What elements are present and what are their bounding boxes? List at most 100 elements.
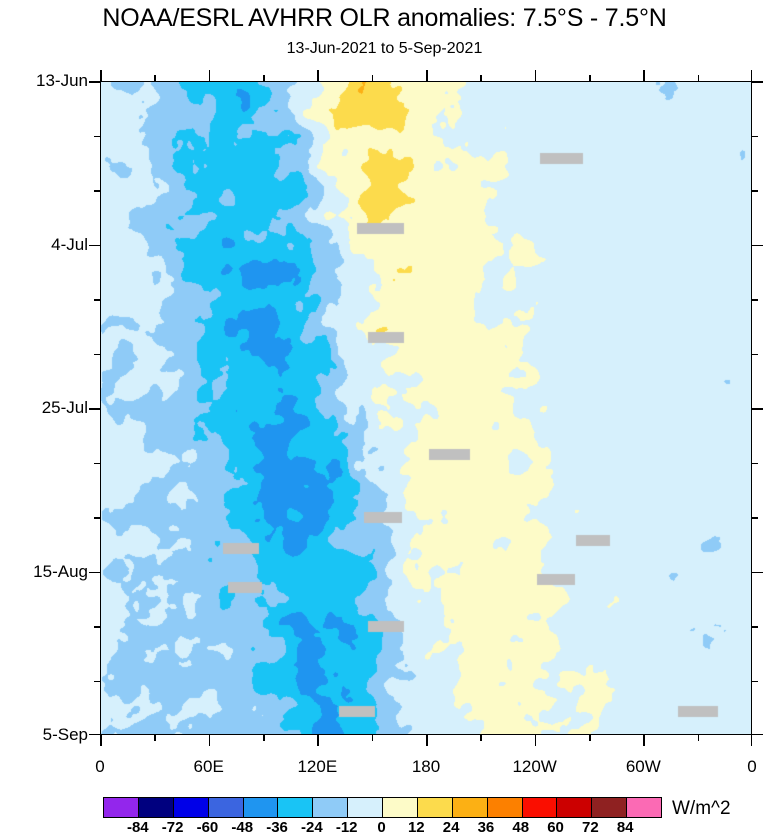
x-axis-tick-label: 180 <box>411 757 441 776</box>
colorbar-tick-label: 12 <box>407 819 425 836</box>
colorbar-tick-label: -48 <box>231 819 254 836</box>
hovmoller-plot <box>100 81 752 735</box>
axis-tick <box>317 735 319 746</box>
axis-tick <box>752 81 763 83</box>
axis-tick <box>643 70 645 81</box>
colorbar-swatch-9 <box>417 798 453 817</box>
axis-tick <box>154 75 156 81</box>
axis-tick <box>480 735 482 741</box>
axis-tick <box>752 626 758 628</box>
axis-tick <box>752 517 758 519</box>
colorbar-swatch-2 <box>173 798 209 817</box>
axis-tick <box>89 733 100 735</box>
axis-tick <box>480 75 482 81</box>
y-axis-tick-label: 4-Jul <box>51 234 88 254</box>
axis-tick <box>94 299 100 301</box>
y-axis-tick-label: 15-Aug <box>33 561 88 581</box>
axis-tick <box>94 135 100 137</box>
colorbar-unit-label: W/m^2 <box>672 798 731 819</box>
axis-tick <box>697 75 700 81</box>
axis-tick <box>371 735 374 741</box>
colorbar-tick-label: -84 <box>126 819 149 836</box>
axis-tick <box>752 408 763 410</box>
axis-tick <box>750 735 752 746</box>
colorbar-swatch-11 <box>487 798 523 817</box>
colorbar-swatch-7 <box>348 798 383 817</box>
colorbar-swatch-0 <box>104 798 139 817</box>
colorbar-tick-label: -72 <box>161 819 184 836</box>
colorbar-tick-label: 72 <box>582 819 599 836</box>
axis-tick <box>94 190 100 192</box>
axis-tick <box>263 75 265 81</box>
axis-tick <box>534 70 537 81</box>
axis-tick <box>100 70 102 81</box>
x-axis-tick-label: 0 <box>95 757 105 776</box>
colorbar-swatch-4 <box>243 798 279 817</box>
axis-tick <box>94 517 100 519</box>
axis-tick <box>643 735 645 746</box>
x-axis-tick-label: 120W <box>512 757 557 776</box>
colorbar-swatch-12 <box>522 798 558 817</box>
axis-tick <box>589 735 591 741</box>
colorbar-tick-label: 48 <box>512 819 530 836</box>
axis-tick <box>317 70 319 81</box>
colorbar-swatch-14 <box>592 798 628 817</box>
colorbar-swatch-15 <box>627 798 661 817</box>
olr-anomaly-field <box>100 81 752 735</box>
colorbar[interactable] <box>103 797 662 818</box>
x-axis-tick-label: 0 <box>747 757 757 776</box>
page-title: NOAA/ESRL AVHRR OLR anomalies: 7.5°S - 7… <box>102 4 667 32</box>
axis-tick <box>89 571 100 573</box>
axis-tick <box>426 70 428 81</box>
axis-tick <box>752 190 758 192</box>
axis-tick <box>750 70 752 81</box>
colorbar-tick-label: -24 <box>301 819 323 836</box>
axis-tick <box>89 408 100 410</box>
axis-tick <box>589 75 591 81</box>
axis-tick <box>534 735 537 746</box>
x-axis-tick-label: 120E <box>297 757 338 776</box>
x-axis-tick-label: 60W <box>625 757 661 776</box>
colorbar-swatch-8 <box>383 798 418 817</box>
axis-tick <box>94 680 100 682</box>
axis-tick <box>752 353 758 355</box>
axis-tick <box>208 735 211 746</box>
axis-tick <box>263 735 265 741</box>
colorbar-tick-label: 36 <box>477 819 495 836</box>
axis-tick <box>89 244 100 246</box>
axis-tick <box>752 462 758 464</box>
axis-tick <box>371 75 374 81</box>
colorbar-swatch-13 <box>557 798 593 817</box>
colorbar-tick-label: -60 <box>196 819 219 836</box>
colorbar-swatch-5 <box>278 798 314 817</box>
colorbar-tick-label: 84 <box>616 819 634 836</box>
colorbar-tick-label: 24 <box>442 819 460 836</box>
colorbar-tick-label: -36 <box>266 819 288 836</box>
axis-tick <box>94 462 100 464</box>
colorbar-tick-label: 60 <box>547 819 564 836</box>
axis-tick <box>89 81 100 83</box>
axis-tick <box>154 735 156 741</box>
axis-tick <box>100 735 102 746</box>
axis-tick <box>752 733 763 735</box>
x-axis-tick-label: 60E <box>193 757 224 776</box>
y-axis-tick-label: 25-Jul <box>41 398 88 417</box>
colorbar-swatch-10 <box>452 798 488 817</box>
axis-tick <box>752 244 763 246</box>
colorbar-swatch-6 <box>313 798 349 817</box>
colorbar-swatch-1 <box>138 798 174 817</box>
date-range-subtitle: 13-Jun-2021 to 5-Sep-2021 <box>286 40 483 57</box>
axis-tick <box>697 735 700 741</box>
axis-tick <box>94 353 100 355</box>
axis-tick <box>752 571 763 573</box>
axis-tick <box>208 70 211 81</box>
axis-tick <box>426 735 428 746</box>
colorbar-swatch-3 <box>208 798 244 817</box>
colorbar-tick-label: 0 <box>377 819 386 836</box>
axis-tick <box>752 135 758 137</box>
axis-tick <box>752 299 758 301</box>
colorbar-tick-label: -12 <box>335 819 358 836</box>
y-axis-tick-label: 13-Jun <box>36 71 88 90</box>
axis-tick <box>94 626 100 628</box>
axis-tick <box>752 680 758 682</box>
